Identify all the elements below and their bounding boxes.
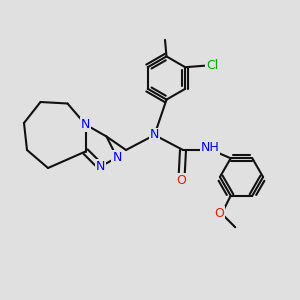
Text: O: O (214, 207, 224, 220)
Text: Cl: Cl (206, 59, 218, 72)
Text: N: N (150, 128, 159, 142)
Text: O: O (177, 173, 186, 187)
Text: N: N (112, 151, 122, 164)
Text: NH: NH (201, 141, 219, 154)
Text: N: N (96, 160, 105, 173)
Text: N: N (81, 118, 90, 131)
